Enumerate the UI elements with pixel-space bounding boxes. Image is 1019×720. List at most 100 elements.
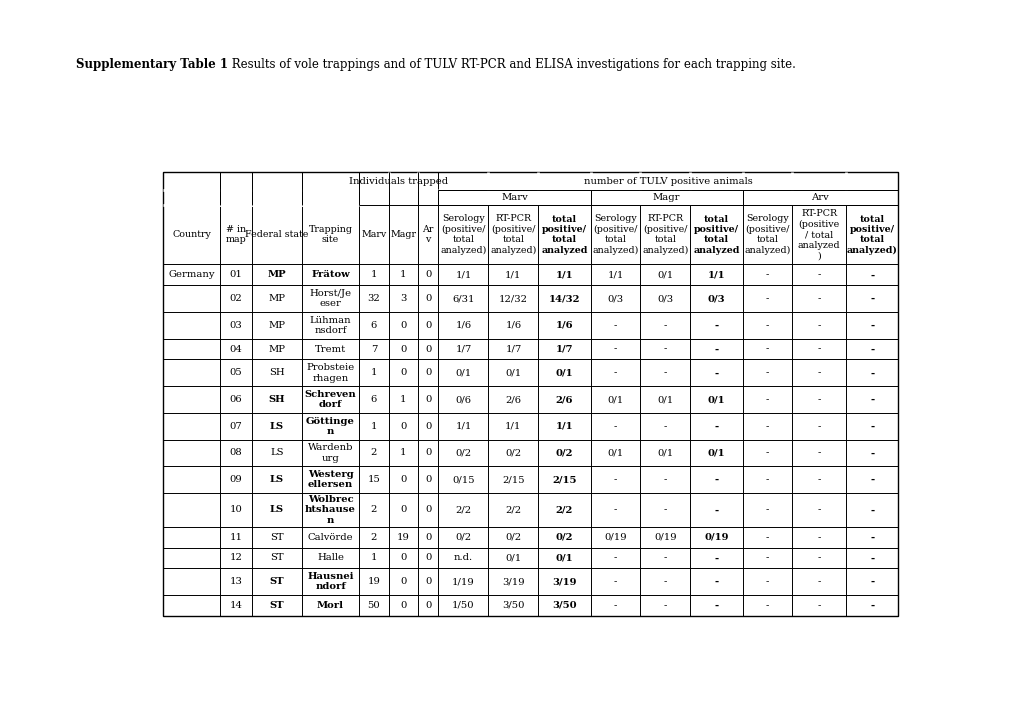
- Text: 2/2: 2/2: [555, 505, 573, 514]
- Text: Federal state: Federal state: [245, 230, 309, 239]
- Text: 50: 50: [367, 601, 380, 610]
- Text: 0/3: 0/3: [707, 294, 725, 303]
- Text: 2/15: 2/15: [501, 475, 524, 485]
- Text: 0/1: 0/1: [504, 554, 521, 562]
- Text: 0: 0: [425, 345, 431, 354]
- Text: 1: 1: [370, 369, 377, 377]
- Text: Ar
v: Ar v: [422, 225, 433, 244]
- Text: # in
map: # in map: [225, 225, 247, 244]
- Text: 0: 0: [425, 321, 431, 330]
- Text: 1/7: 1/7: [555, 345, 573, 354]
- Text: -: -: [817, 475, 820, 485]
- Text: 0: 0: [425, 601, 431, 610]
- Text: -: -: [713, 505, 717, 514]
- Text: 3/50: 3/50: [551, 601, 576, 610]
- Text: -: -: [765, 554, 768, 562]
- Text: 3/19: 3/19: [551, 577, 576, 586]
- Text: 1: 1: [370, 554, 377, 562]
- Text: 01: 01: [229, 270, 243, 279]
- Text: 0/1: 0/1: [707, 449, 725, 457]
- Text: -: -: [817, 395, 820, 404]
- Text: -: -: [817, 554, 820, 562]
- Text: -: -: [869, 449, 873, 457]
- Text: 0/19: 0/19: [653, 533, 676, 541]
- Text: -: -: [869, 345, 873, 354]
- Text: 0: 0: [399, 369, 406, 377]
- Text: Calvörde: Calvörde: [308, 533, 353, 541]
- Text: 0: 0: [399, 601, 406, 610]
- Text: 0/2: 0/2: [454, 533, 471, 541]
- Text: 1/1: 1/1: [454, 422, 471, 431]
- Text: 14/32: 14/32: [548, 294, 580, 303]
- Text: LS: LS: [270, 449, 283, 457]
- Text: -: -: [765, 345, 768, 354]
- Text: -: -: [765, 321, 768, 330]
- Text: -: -: [663, 422, 666, 431]
- Text: -: -: [869, 369, 873, 377]
- Text: 0: 0: [425, 475, 431, 485]
- Text: Probsteie
rhagen: Probsteie rhagen: [306, 363, 355, 382]
- Text: 0: 0: [425, 554, 431, 562]
- Text: RT-PCR
(positive
/ total
analyzed
): RT-PCR (positive / total analyzed ): [797, 210, 840, 260]
- Text: LS: LS: [270, 422, 283, 431]
- Text: -: -: [817, 601, 820, 610]
- Text: 19: 19: [396, 533, 410, 541]
- Text: 1: 1: [399, 270, 407, 279]
- Text: ST: ST: [270, 554, 283, 562]
- Text: 12: 12: [229, 554, 243, 562]
- Text: Wolbrec
htshause
n: Wolbrec htshause n: [305, 495, 356, 525]
- Text: 1/1: 1/1: [454, 270, 471, 279]
- Text: -: -: [765, 270, 768, 279]
- Text: Tremt: Tremt: [315, 345, 345, 354]
- Text: Trapping
site: Trapping site: [308, 225, 353, 244]
- Text: 0: 0: [399, 345, 406, 354]
- Text: -: -: [663, 554, 666, 562]
- Text: -: -: [663, 505, 666, 514]
- Text: -: -: [817, 422, 820, 431]
- Text: Schreven
dorf: Schreven dorf: [305, 390, 356, 409]
- Text: MP: MP: [268, 345, 285, 354]
- Text: -: -: [765, 505, 768, 514]
- Text: 09: 09: [229, 475, 243, 485]
- Text: 3/50: 3/50: [501, 601, 524, 610]
- Text: 1/1: 1/1: [504, 270, 521, 279]
- Text: 0/6: 0/6: [455, 395, 471, 404]
- Text: -: -: [713, 369, 717, 377]
- Text: -: -: [869, 395, 873, 404]
- Text: -: -: [869, 422, 873, 431]
- Text: SH: SH: [268, 395, 285, 404]
- Text: 15: 15: [367, 475, 380, 485]
- Text: 1/1: 1/1: [504, 422, 521, 431]
- Text: -: -: [613, 369, 616, 377]
- Text: total
positive/
total
analyzed): total positive/ total analyzed): [846, 215, 897, 255]
- Text: SH: SH: [269, 369, 284, 377]
- Text: -: -: [613, 601, 616, 610]
- Text: -: -: [713, 601, 717, 610]
- Text: Serology
(positive/
total
analyzed): Serology (positive/ total analyzed): [592, 215, 638, 255]
- Text: Frätow: Frätow: [311, 270, 350, 279]
- Text: 04: 04: [229, 345, 243, 354]
- Text: -: -: [765, 422, 768, 431]
- Text: 1/1: 1/1: [555, 422, 573, 431]
- Text: 2/6: 2/6: [555, 395, 573, 404]
- Text: 6: 6: [370, 321, 377, 330]
- Text: 0: 0: [399, 321, 406, 330]
- Text: -: -: [817, 321, 820, 330]
- Text: total
positive/
total
analyzed: total positive/ total analyzed: [541, 215, 587, 255]
- Text: -: -: [869, 577, 873, 586]
- Text: -: -: [869, 601, 873, 610]
- Text: RT-PCR
(positive/
total
analyzed): RT-PCR (positive/ total analyzed): [490, 215, 536, 255]
- Text: 2/2: 2/2: [504, 505, 521, 514]
- Text: LS: LS: [270, 475, 283, 485]
- Text: 0/19: 0/19: [603, 533, 627, 541]
- Text: 0/1: 0/1: [707, 395, 725, 404]
- Text: 03: 03: [229, 321, 243, 330]
- Text: Germany: Germany: [168, 270, 215, 279]
- Text: Individuals trapped: Individuals trapped: [348, 176, 448, 186]
- Text: 2: 2: [370, 533, 377, 541]
- Text: -: -: [765, 475, 768, 485]
- Text: MP: MP: [268, 294, 285, 303]
- Text: 0: 0: [425, 369, 431, 377]
- Text: 0/2: 0/2: [504, 533, 521, 541]
- Text: 0: 0: [425, 422, 431, 431]
